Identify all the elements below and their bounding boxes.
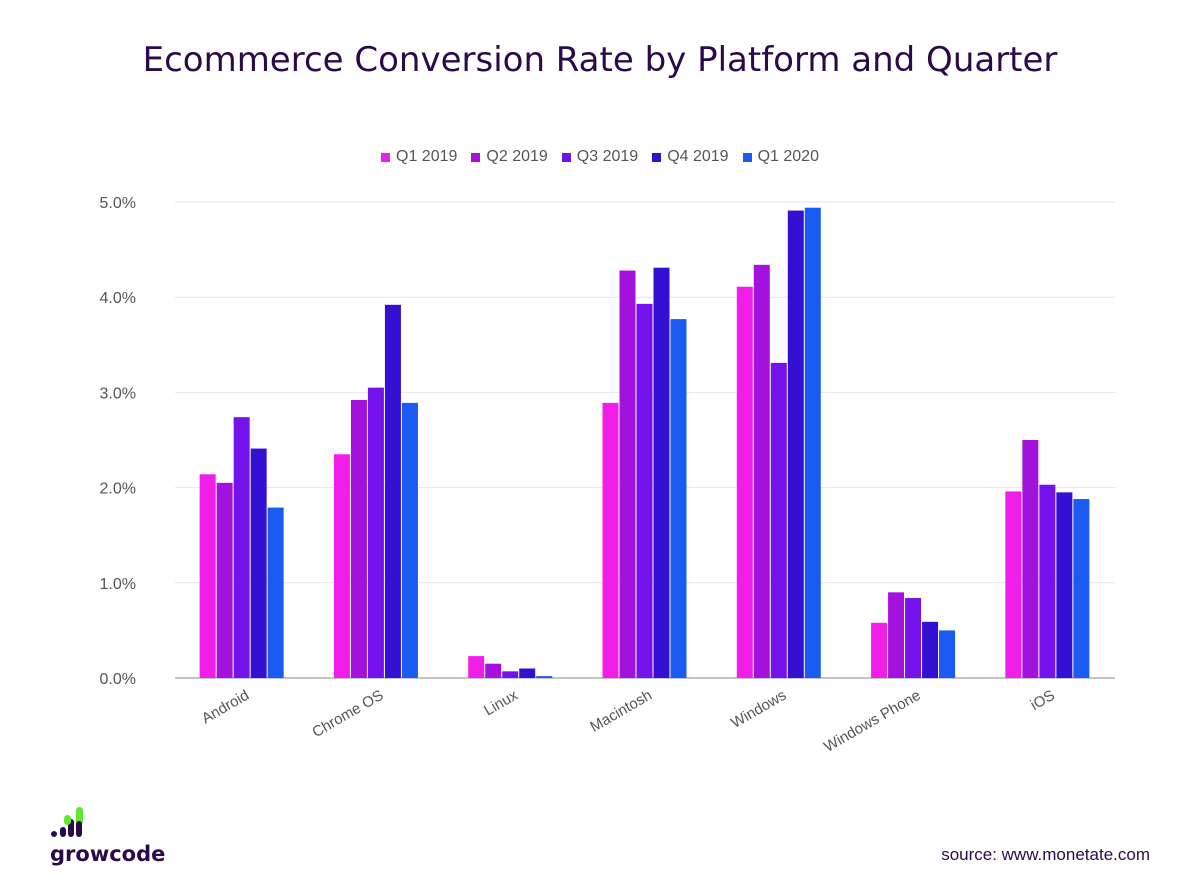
- y-tick-label: 5.0%: [100, 195, 136, 212]
- bar-ios-q1-2019: [1005, 491, 1022, 678]
- y-tick-label: 4.0%: [100, 290, 136, 307]
- legend: Q1 2019 Q2 2019 Q3 2019 Q4 2019 Q1 2020: [0, 148, 1200, 166]
- legend-label: Q1 2020: [757, 148, 819, 165]
- bar-android-q4-2019: [250, 448, 267, 678]
- bar-windows-phone-q4-2019: [922, 621, 939, 678]
- bar-chrome-os-q2-2019: [350, 400, 367, 678]
- legend-item: Q1 2019: [381, 148, 457, 166]
- bar-linux-q4-2019: [519, 668, 536, 678]
- chart-title: Ecommerce Conversion Rate by Platform an…: [142, 40, 1058, 80]
- bar-linux-q1-2019: [468, 656, 485, 678]
- bar-windows-phone-q3-2019: [905, 598, 922, 678]
- bar-android-q1-2019: [199, 474, 216, 678]
- bar-windows-q1-2019: [736, 286, 753, 678]
- bar-linux-q1-2020: [536, 676, 553, 678]
- bar-chrome-os-q3-2019: [367, 387, 384, 678]
- bar-windows-q3-2019: [770, 362, 787, 678]
- bar-macintosh-q1-2019: [602, 402, 619, 678]
- bar-windows-phone-q1-2020: [939, 630, 956, 678]
- growcode-logo-icon: [51, 807, 83, 837]
- y-tick-label: 0.0%: [100, 671, 136, 688]
- bar-ios-q2-2019: [1022, 440, 1039, 678]
- legend-item: Q4 2019: [652, 148, 729, 166]
- bar-chrome-os-q1-2019: [333, 454, 350, 678]
- bar-chrome-os-q1-2020: [401, 402, 418, 678]
- bar-windows-q1-2020: [804, 207, 821, 678]
- bar-android-q1-2020: [267, 507, 284, 678]
- x-tick-label: Windows: [728, 687, 789, 732]
- legend-item: Q3 2019: [561, 148, 639, 166]
- source-note: source: www.monetate.com: [941, 845, 1150, 864]
- x-tick-label: Windows Phone: [821, 687, 923, 756]
- bar-windows-q4-2019: [787, 210, 804, 678]
- legend-swatch: [381, 152, 391, 162]
- x-tick-label: Android: [199, 687, 252, 728]
- bar-ios-q1-2020: [1073, 499, 1090, 678]
- bar-macintosh-q4-2019: [653, 267, 670, 678]
- x-tick-label: iOS: [1028, 687, 1058, 714]
- legend-swatch: [742, 152, 752, 162]
- legend-item: Q2 2019: [471, 148, 548, 166]
- bar-linux-q3-2019: [502, 671, 519, 678]
- legend-swatch: [652, 152, 662, 162]
- x-tick-label: Macintosh: [587, 687, 655, 736]
- legend-label: Q2 2019: [486, 148, 548, 165]
- legend-label: Q1 2019: [396, 148, 458, 165]
- bar-windows-phone-q2-2019: [888, 592, 905, 678]
- bar-linux-q2-2019: [485, 663, 502, 678]
- legend-item: Q1 2020: [742, 148, 819, 166]
- chart-plot: 0.0% 1.0% 2.0% 3.0% 4.0% 5.0% Android Chrome OS…: [100, 195, 1115, 756]
- bar-ios-q3-2019: [1039, 484, 1056, 678]
- legend-label: Q4 2019: [667, 148, 729, 165]
- x-tick-label: Chrome OS: [309, 687, 386, 741]
- bar-macintosh-q3-2019: [636, 303, 653, 678]
- x-tick-label: Linux: [481, 686, 521, 719]
- legend-label: Q3 2019: [576, 148, 639, 165]
- y-tick-label: 2.0%: [100, 481, 136, 498]
- bar-android-q3-2019: [233, 417, 250, 678]
- bar-macintosh-q1-2020: [670, 319, 687, 678]
- bar-ios-q4-2019: [1056, 492, 1073, 678]
- y-tick-label: 1.0%: [100, 576, 136, 593]
- bar-windows-phone-q1-2019: [871, 622, 888, 678]
- bar-windows-q2-2019: [753, 264, 770, 678]
- bar-chrome-os-q4-2019: [384, 304, 401, 678]
- brand-name: growcode: [50, 842, 166, 866]
- bar-macintosh-q2-2019: [619, 270, 636, 678]
- legend-swatch: [561, 152, 571, 162]
- legend-swatch: [471, 152, 481, 162]
- bar-android-q2-2019: [216, 482, 233, 678]
- y-tick-label: 3.0%: [100, 385, 136, 402]
